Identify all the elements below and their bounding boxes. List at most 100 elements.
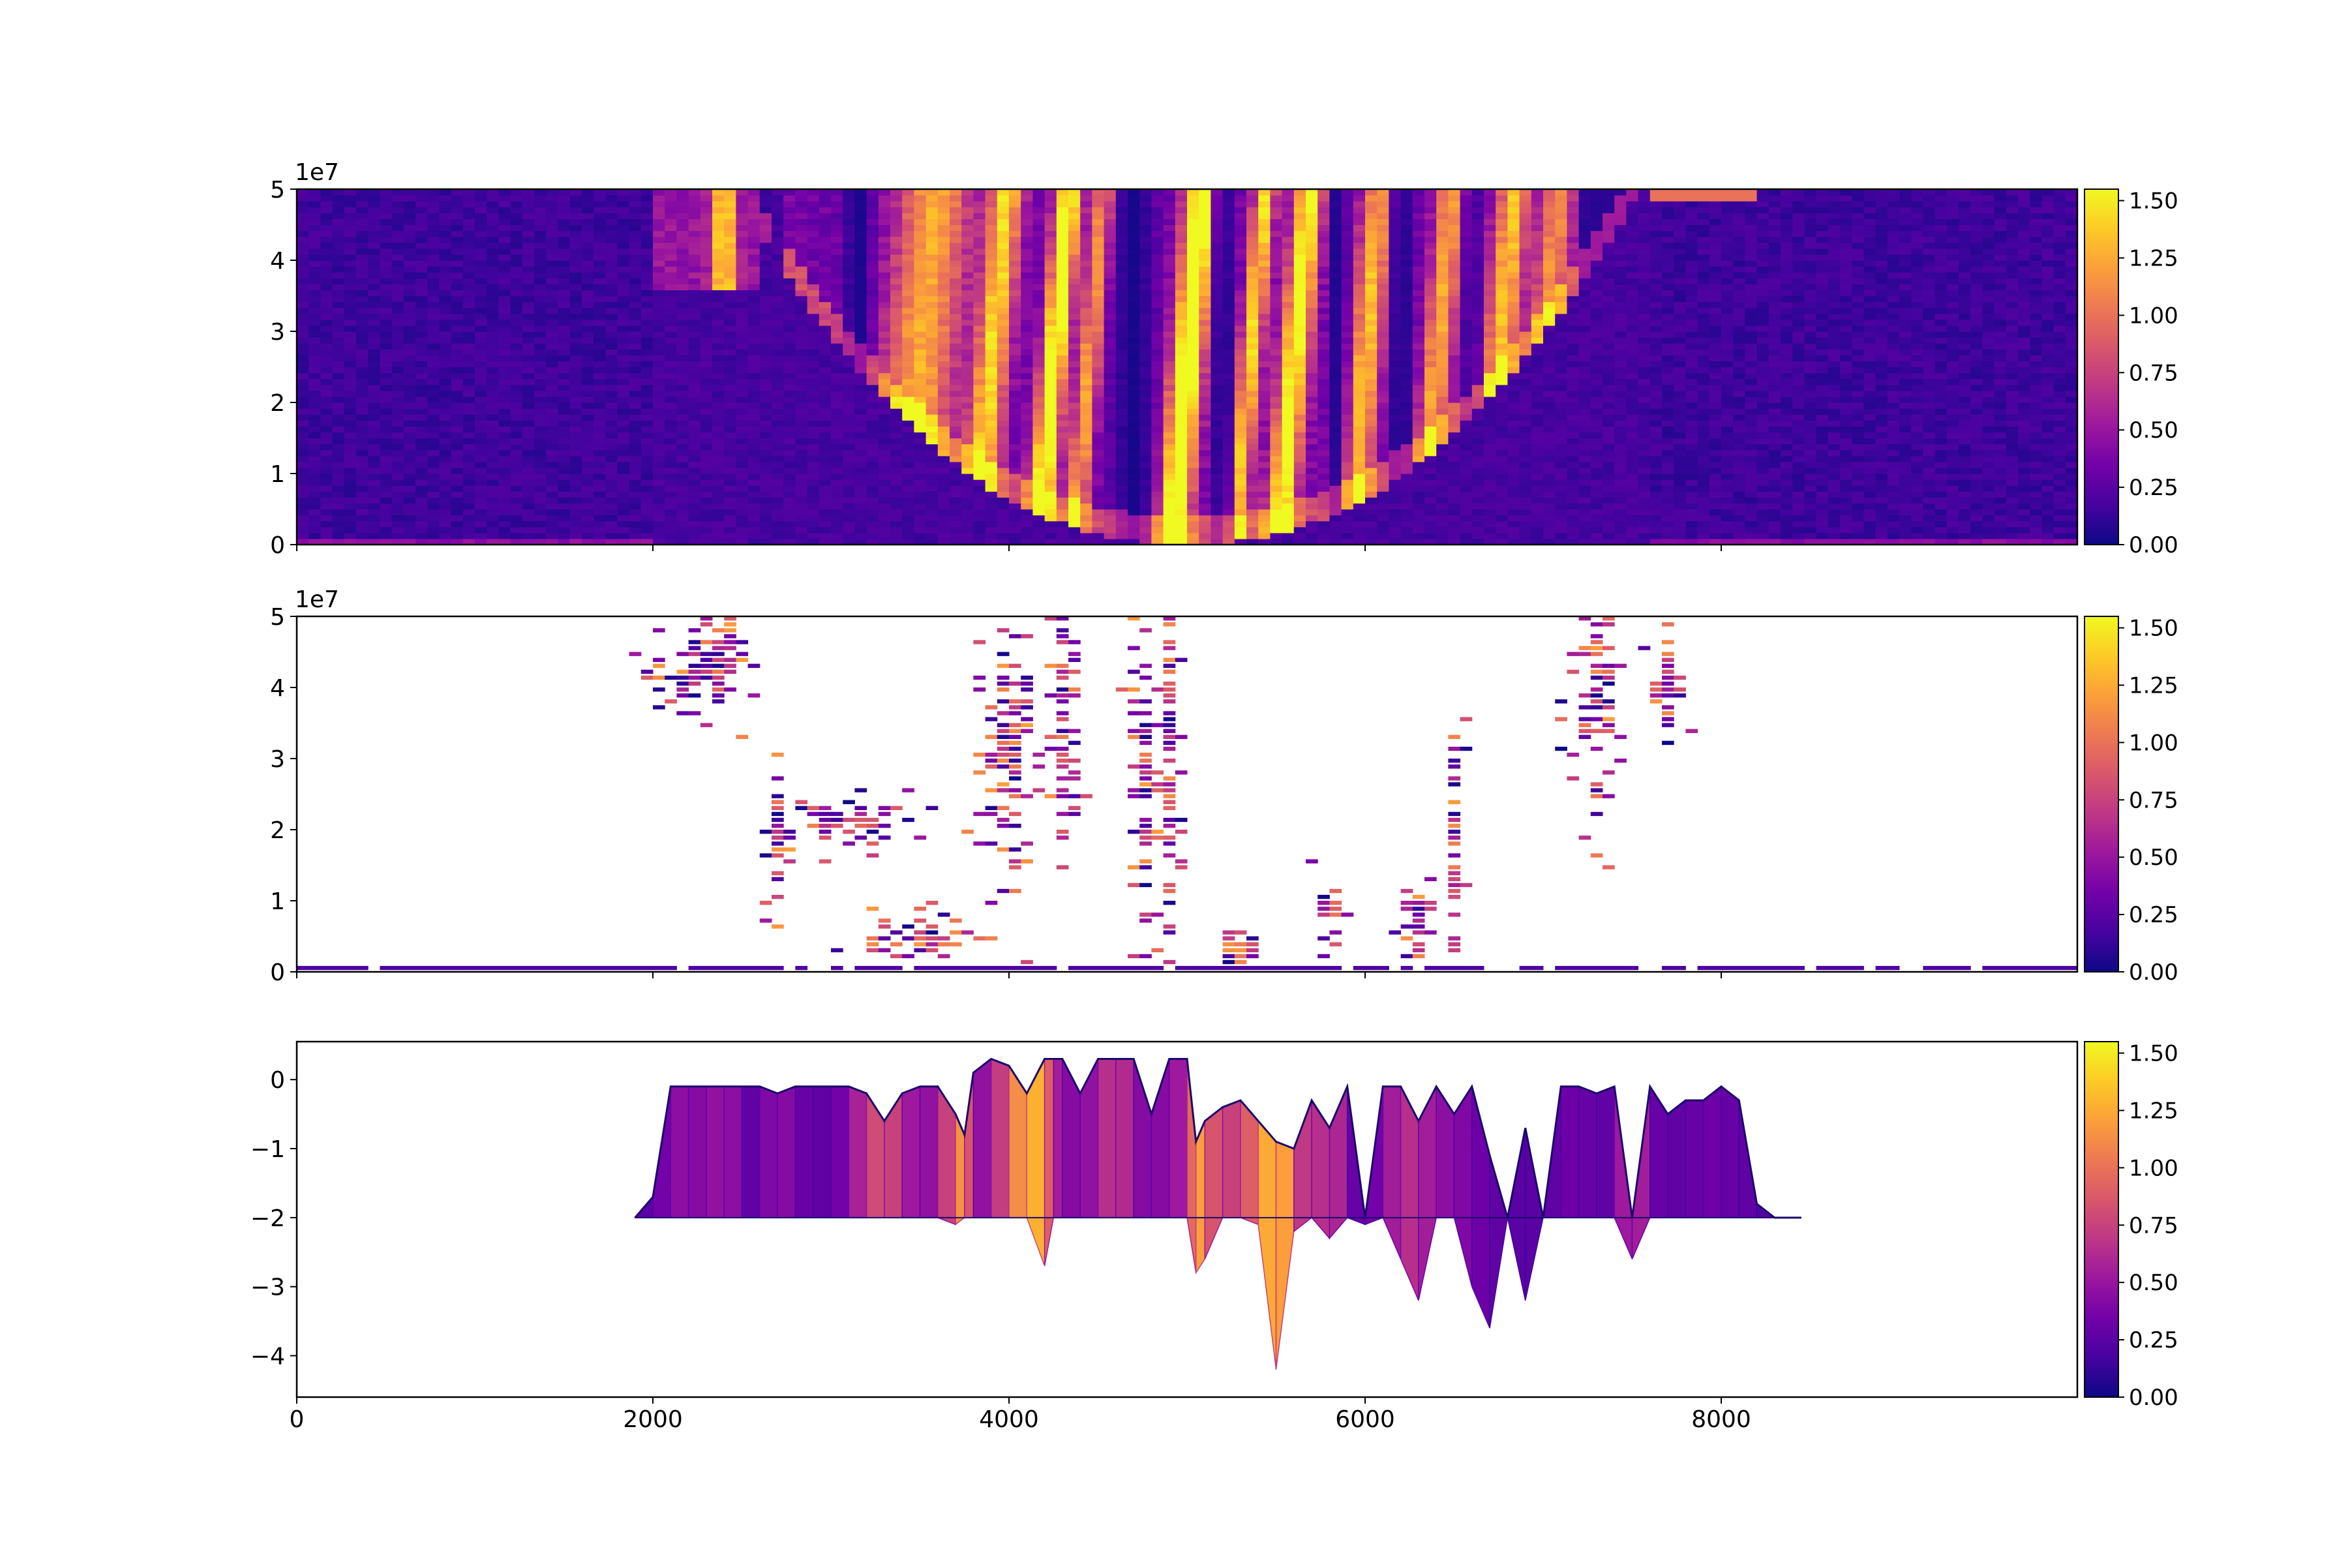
heatmap-cell [1092, 236, 1105, 243]
heatmap-cell [594, 219, 606, 226]
heatmap-cell [688, 236, 701, 243]
heatmap-cell [997, 384, 1010, 391]
heatmap-cell [391, 349, 404, 355]
heatmap-cell [700, 349, 713, 355]
heatmap-cell [391, 503, 404, 510]
heatmap-cell [831, 509, 843, 516]
heatmap-cell [819, 219, 832, 226]
heatmap-cell [795, 432, 808, 439]
heatmap-cell [866, 230, 879, 237]
heatmap-cell [950, 248, 962, 255]
heatmap-cell [1009, 414, 1021, 421]
heatmap-cell [759, 325, 772, 332]
heatmap-cell [1115, 361, 1128, 368]
heatmap-cell [1139, 337, 1152, 344]
heatmap-cell [1068, 384, 1081, 391]
heatmap-cell [843, 248, 855, 255]
heatmap-cell [1258, 213, 1271, 220]
heatmap-cell [795, 219, 808, 226]
heatmap-cell [1009, 325, 1021, 332]
heatmap-cell [1211, 461, 1224, 468]
heatmap-cell [902, 408, 914, 415]
heatmap-cell [640, 213, 654, 220]
heatmap-cell [640, 219, 654, 226]
heatmap-cell [1068, 272, 1081, 279]
heatmap-cell [332, 420, 345, 427]
heatmap-cell [594, 213, 606, 220]
heatmap-cell [759, 195, 772, 202]
heatmap-cell [759, 355, 772, 362]
heatmap-cell [498, 402, 511, 409]
heatmap-cell [973, 372, 986, 380]
heatmap-cell [1199, 384, 1211, 391]
heatmap-cell [676, 474, 689, 480]
heatmap-cell [973, 266, 986, 273]
heatmap-cell [368, 378, 380, 385]
heatmap-cell [1258, 343, 1271, 350]
heatmap-cell [498, 219, 511, 226]
heatmap-cell [665, 224, 677, 232]
heatmap-cell [1246, 361, 1259, 368]
heatmap-cell [498, 248, 511, 255]
heatmap-cell [1104, 331, 1117, 338]
heatmap-cell [617, 396, 630, 403]
heatmap-cell [558, 319, 571, 326]
heatmap-cell [866, 195, 879, 202]
heatmap-cell [1080, 438, 1092, 445]
heatmap-cell [676, 479, 689, 486]
heatmap-cell [747, 355, 760, 362]
heatmap-cell [1163, 532, 1176, 539]
heatmap-cell [1092, 266, 1105, 273]
heatmap-cell [985, 207, 998, 213]
heatmap-cell [1246, 408, 1259, 415]
heatmap-cell [985, 242, 998, 249]
heatmap-cell [747, 372, 760, 380]
heatmap-cell [1009, 219, 1021, 226]
heatmap-cell [522, 260, 535, 267]
heatmap-cell [415, 349, 428, 355]
heatmap-cell [961, 331, 974, 338]
heatmap-cell [783, 532, 796, 539]
heatmap-cell [1068, 485, 1081, 492]
heatmap-cell [1080, 213, 1092, 220]
heatmap-cell [546, 242, 558, 249]
heatmap-cell [320, 497, 333, 504]
heatmap-cell [712, 343, 725, 350]
heatmap-cell [1092, 201, 1105, 207]
heatmap-cell [890, 378, 903, 385]
heatmap-cell [403, 367, 416, 374]
heatmap-cell [1068, 497, 1081, 504]
heatmap-cell [534, 266, 547, 273]
heatmap-cell [569, 236, 582, 243]
heatmap-cell [451, 278, 464, 284]
heatmap-cell [1139, 461, 1152, 468]
heatmap-cell [1056, 520, 1069, 528]
heatmap-cell [1068, 367, 1081, 374]
heatmap-cell [807, 378, 820, 385]
heatmap-cell [1021, 396, 1033, 403]
heatmap-cell [380, 331, 393, 338]
heatmap-cell [1044, 426, 1057, 433]
heatmap-cell [1246, 195, 1259, 202]
heatmap-cell [629, 219, 642, 226]
heatmap-cell [1246, 355, 1259, 362]
heatmap-cell [831, 384, 843, 391]
heatmap-cell [1246, 384, 1259, 391]
heatmap-cell [1270, 319, 1283, 326]
heatmap-cell [1151, 378, 1164, 385]
heatmap-cell [997, 266, 1010, 273]
heatmap-cell [1199, 372, 1211, 380]
heatmap-cell [665, 325, 677, 332]
heatmap-cell [772, 479, 784, 486]
heatmap-cell [498, 295, 511, 303]
heatmap-cell [581, 479, 594, 486]
heatmap-cell [866, 384, 879, 391]
heatmap-cell [427, 438, 440, 445]
heatmap-cell [772, 313, 784, 320]
heatmap-cell [1175, 361, 1188, 368]
heatmap-cell [427, 236, 440, 243]
heatmap-cell [747, 248, 760, 255]
heatmap-cell [878, 538, 891, 545]
heatmap-cell [747, 408, 760, 415]
heatmap-cell [1258, 278, 1271, 284]
